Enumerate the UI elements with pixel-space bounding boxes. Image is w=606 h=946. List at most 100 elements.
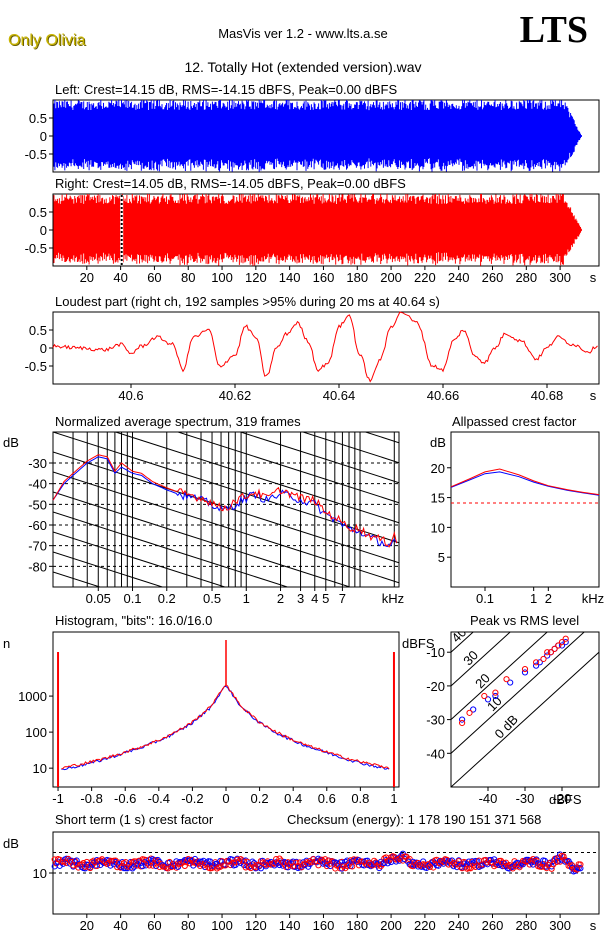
histogram-ylabel: n (3, 636, 11, 651)
left-waveform-title: Left: Crest=14.15 dB, RMS=-14.15 dBFS, P… (55, 82, 398, 97)
peak-rms-crest-line (451, 632, 548, 721)
short-term-point-right (546, 859, 554, 866)
peak-rms-ylabel: dBFS (402, 636, 435, 651)
spectrum-ytick-label: -50 (28, 497, 47, 512)
peak-rms-point-left (492, 692, 499, 700)
spectrum-diagonal (176, 432, 399, 504)
short-term-point-right (80, 859, 87, 867)
spectrum-xtick-label: 4 (311, 591, 318, 606)
short-term-point-left (139, 863, 146, 870)
peak-rms-point-left (536, 659, 543, 666)
short-term-point-left (257, 865, 265, 872)
peak-rms-xlabel: dBFS (549, 792, 582, 807)
spectrum-title: Normalized average spectrum, 319 frames (55, 414, 301, 429)
short-term-point-left (232, 861, 239, 869)
spectrum-diagonal (53, 272, 399, 383)
short-term-point-left (415, 863, 422, 870)
short-term-point-left (423, 864, 430, 872)
short-term-xtick-label: 180 (346, 918, 368, 933)
loudest-part-title: Loudest part (right ch, 192 samples >95%… (55, 294, 440, 309)
right-waveform-xtick-label: 80 (181, 270, 195, 285)
spectrum-xtick-label: 3 (297, 591, 304, 606)
histogram-xtick-label: 0.2 (251, 791, 269, 806)
lts-logo: LTS (519, 9, 588, 51)
peak-rms-point-right (503, 676, 510, 683)
peak-rms-point-left (521, 669, 529, 676)
allpassed-series-left (450, 471, 600, 496)
allpassed-xtick-label: 0.1 (476, 591, 494, 606)
spectrum-xtick-label: 0.05 (86, 591, 111, 606)
peak-rms-crest-label: 40 (448, 625, 469, 646)
peak-rms-xtick-label: -40 (479, 791, 498, 806)
spectrum-diagonal (301, 432, 399, 464)
peak-rms-point-right (547, 649, 555, 656)
histogram-xtick-label: -0.8 (80, 791, 102, 806)
spectrum-diagonal (53, 511, 290, 587)
spectrum-grid (53, 432, 399, 587)
spectrum-diagonal (53, 312, 399, 423)
short-term-title: Short term (1 s) crest factor (55, 812, 214, 827)
checksum-label: Checksum (energy): 1 178 190 151 371 568 (287, 812, 542, 827)
allpassed-title: Allpassed crest factor (452, 414, 577, 429)
peak-rms-point-right (533, 659, 540, 666)
peak-rms-point-right (492, 689, 499, 696)
peak-rms-xtick-label: -20 (553, 791, 572, 806)
peak-rms-point-left (562, 639, 569, 646)
right-waveform-signal (53, 194, 582, 266)
spectrum-diagonal (53, 252, 399, 363)
allpassed-xtick-label: 1 (530, 591, 537, 606)
right-waveform-ytick-label: 0 (40, 223, 47, 238)
histogram-xtick-label: 0.4 (284, 791, 302, 806)
peak-rms-xtick-label: -30 (516, 791, 535, 806)
peak-rms-point-right (551, 645, 558, 652)
peak-rms-crest-line (451, 651, 599, 787)
peak-rms-point-right (466, 709, 473, 716)
short-term-point-left (137, 859, 145, 867)
allpassed-ytick-label: 5 (438, 550, 445, 565)
right-waveform-xtick-label: 220 (414, 270, 436, 285)
spectrum-xtick-label: 0.5 (203, 591, 221, 606)
short-term-point-right (573, 866, 581, 873)
histogram-xtick-label: -0.4 (148, 791, 170, 806)
peak-rms-ytick-label: -40 (426, 746, 445, 761)
allpassed-xtick-label: 2 (545, 591, 552, 606)
histogram-xtick-label: 0 (222, 791, 229, 806)
peak-rms-point-left (459, 716, 466, 723)
loudest-xtick-label: 40.6 (118, 388, 143, 403)
spectrum-diagonal (113, 432, 399, 524)
allpassed-ytick-label: 15 (431, 491, 445, 506)
peak-rms-ytick-label: -10 (426, 645, 445, 660)
right-waveform-ytick-label: -0.5 (25, 241, 47, 256)
loudest-xtick-label: 40.64 (323, 388, 356, 403)
short-term-point-left (129, 865, 136, 872)
histogram-ytick-label: 1000 (18, 689, 47, 704)
short-term-xtick-label: 260 (482, 918, 504, 933)
short-term-point-right (349, 863, 356, 870)
spectrum-xtick-label: 0.2 (158, 591, 176, 606)
peak-rms-point-left (544, 652, 551, 659)
peak-rms-crest-label: 30 (460, 647, 481, 668)
track-title: 12. Totally Hot (extended version).wav (184, 59, 422, 75)
short-term-point-right (144, 860, 151, 867)
short-term-point-left (577, 865, 584, 872)
spectrum-ytick-label: -70 (28, 539, 47, 554)
peak-rms-point-left (484, 696, 492, 703)
spectrum-series-left (52, 456, 398, 548)
right-waveform-xtick-label: 280 (515, 270, 537, 285)
right-waveform-xtick-label: 180 (346, 270, 368, 285)
histogram-series-left (61, 685, 390, 771)
short-term-point-right (181, 862, 188, 869)
right-waveform-ytick-label: 0.5 (29, 205, 47, 220)
peak-rms-point-right (540, 655, 547, 663)
spectrum-diagonal (53, 471, 399, 584)
spectrum-ytick-label: -60 (28, 518, 47, 533)
short-term-point-left (73, 857, 80, 864)
histogram-xtick-label: 0.6 (318, 791, 336, 806)
peak-rms-point-right (481, 692, 488, 700)
loudest-signal (52, 311, 598, 383)
histogram-xtick-label: 1 (390, 791, 397, 806)
short-term-point-left (376, 864, 383, 872)
spectrum-frame (52, 431, 400, 588)
spectrum-diagonal (53, 491, 352, 587)
